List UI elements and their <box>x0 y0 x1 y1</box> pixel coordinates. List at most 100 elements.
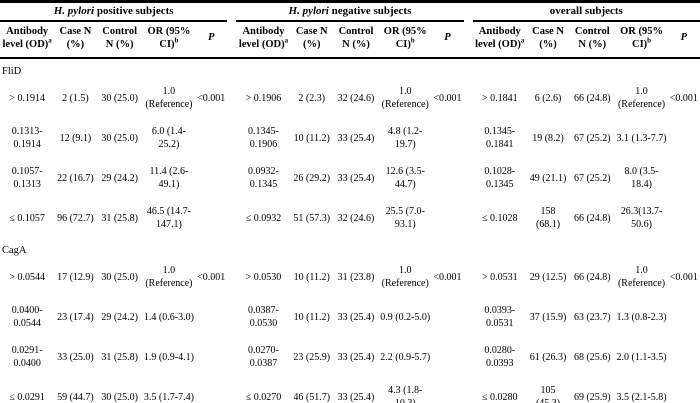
cell-antibody-level: 0.1028-0.1345 <box>484 166 516 191</box>
cell-antibody-level: > 0.0531 <box>481 271 518 283</box>
cell-control: 33 (25.4) <box>337 391 375 403</box>
cell-p <box>668 297 700 337</box>
cell-p: <0.001 <box>669 271 698 283</box>
cell-or: 3.1 (1.3-7.7) <box>616 132 667 144</box>
cell-control: 66 (24.8) <box>573 92 611 104</box>
cell-control: 29 (24.2) <box>101 311 138 323</box>
cell-antibody-level: 0.0393-0.0531 <box>484 305 516 330</box>
cell-antibody-level: ≤ 0.0291 <box>9 391 45 403</box>
spacer <box>463 21 473 60</box>
cell-antibody-level: > 0.1906 <box>245 92 282 104</box>
table-row: 0.0400-0.0544 23 (17.4) 29 (24.2) 1.4 (0… <box>0 297 700 337</box>
table-row: 0.1313-0.1914 12 (9.1) 30 (25.0) 6.0 (1.… <box>0 118 700 158</box>
cell-antibody-level: 0.0280-0.0393 <box>484 345 516 370</box>
spacer <box>227 2 236 22</box>
cell-case: 10 (11.2) <box>293 132 330 144</box>
cell-or: 3.5 (1.7-7.4) <box>143 391 194 403</box>
cell-antibody-level: ≤ 0.1028 <box>482 212 518 224</box>
spacer <box>227 158 236 198</box>
table-row: ≤ 0.1057 96 (72.7) 31 (25.8) 46.5 (14.7-… <box>0 198 700 238</box>
cell-antibody-level: ≤ 0.0280 <box>482 391 518 403</box>
cell-antibody-level: 0.0387-0.0530 <box>248 305 279 330</box>
col-or: OR (95% CI)b <box>379 21 432 60</box>
cell-or: 12.6 (3.5-44.7) <box>385 166 425 191</box>
spacer <box>464 118 473 158</box>
col-p: P <box>667 21 700 60</box>
group-header-hp-positive: H. pylori positive subjects <box>0 1 228 22</box>
cell-p <box>668 198 700 238</box>
cell-case: 19 (8.2) <box>532 132 564 144</box>
col-control: Control N (%) <box>569 21 616 60</box>
group-title-italic: H. pylori <box>53 5 95 17</box>
col-case: Case N (%) <box>290 21 333 60</box>
cell-antibody-level: ≤ 0.0270 <box>245 391 282 403</box>
section-label: CagA <box>2 245 27 257</box>
cell-case: 158 (68.1) <box>535 206 561 231</box>
group-title-rest: negative subjects <box>328 5 412 17</box>
column-header-row: Antibody level (OD)a Case N (%) Control … <box>0 21 700 60</box>
cell-p <box>195 377 227 403</box>
cell-control: 29 (24.2) <box>101 172 138 184</box>
cell-p <box>431 198 463 238</box>
cell-control: 30 (25.0) <box>101 132 138 144</box>
cell-case: 2 (1.5) <box>62 92 89 104</box>
cell-p <box>431 297 463 337</box>
cell-case: 6 (2.6) <box>534 92 562 104</box>
cell-case: 10 (11.2) <box>293 311 330 323</box>
cell-or: 4.8 (1.2-19.7) <box>388 126 423 151</box>
spacer <box>227 78 236 118</box>
col-label: OR (95% CI) <box>147 26 191 50</box>
col-label: OR (95% CI) <box>620 26 663 50</box>
col-control: Control N (%) <box>332 21 380 60</box>
col-case: Case N (%) <box>526 21 570 60</box>
cell-or: 2.0 (1.1-3.5) <box>616 351 667 363</box>
cell-p: <0.001 <box>197 271 226 283</box>
cell-case: 37 (15.9) <box>529 311 567 323</box>
cell-antibody-level: ≤ 0.1057 <box>9 212 45 224</box>
cell-p <box>431 118 463 158</box>
cell-control: 67 (25.2) <box>573 132 611 144</box>
cell-or: 11.4 (2.6-49.1) <box>149 166 189 191</box>
cell-case: 96 (72.7) <box>57 212 94 224</box>
col-antibody-level: Antibody level (OD)a <box>236 21 291 60</box>
col-p: P <box>195 21 228 60</box>
col-or: OR (95% CI)b <box>615 21 668 60</box>
cell-or: 3.5 (2.1-5.8) <box>616 391 667 403</box>
spacer <box>227 377 236 403</box>
col-label: Antibody level (OD) <box>475 26 521 50</box>
cell-or: 4.3 (1.8-10.3) <box>388 385 423 403</box>
cell-antibody-level: 0.1057-0.1313 <box>11 166 43 191</box>
col-or: OR (95% CI)b <box>142 21 196 60</box>
cell-or: 26.3(13.7-50.6) <box>620 206 663 231</box>
cell-p <box>195 118 227 158</box>
spacer <box>227 257 236 297</box>
cell-or: 1.0 (Reference) <box>145 265 193 290</box>
footnote-marker-a: a <box>284 36 289 45</box>
cell-antibody-level: 0.0270-0.0387 <box>248 345 279 370</box>
cell-antibody-level: > 0.0544 <box>9 271 45 283</box>
footnote-marker-b: b <box>174 36 179 45</box>
cell-control: 66 (24.8) <box>573 271 611 283</box>
cell-antibody-level: 0.1345-0.1841 <box>484 126 516 151</box>
table-row: > 0.1914 2 (1.5) 30 (25.0) 1.0 (Referenc… <box>0 78 700 118</box>
cell-p <box>431 337 463 377</box>
table-row: 0.1057-0.1313 22 (16.7) 29 (24.2) 11.4 (… <box>0 158 700 198</box>
cell-case: 12 (9.1) <box>59 132 92 144</box>
spacer <box>227 198 236 238</box>
col-label: Antibody level (OD) <box>2 26 49 50</box>
cell-antibody-level: 0.0291-0.0400 <box>11 345 43 370</box>
cell-or: 6.0 (1.4-25.2) <box>151 126 186 151</box>
table-row: ≤ 0.0291 59 (44.7) 30 (25.0) 3.5 (1.7-7.… <box>0 377 700 403</box>
cell-control: 67 (25.2) <box>573 172 611 184</box>
cell-or: 25.5 (7.0-93.1) <box>385 206 425 231</box>
cell-p <box>431 158 463 198</box>
cell-p: <0.001 <box>197 92 226 104</box>
cell-p <box>195 158 227 198</box>
cell-control: 31 (25.8) <box>101 212 138 224</box>
section-label: FliD <box>2 66 22 78</box>
spacer <box>227 118 236 158</box>
cell-control: 68 (25.6) <box>573 351 611 363</box>
cell-p <box>195 337 227 377</box>
cell-case: 23 (17.4) <box>57 311 94 323</box>
